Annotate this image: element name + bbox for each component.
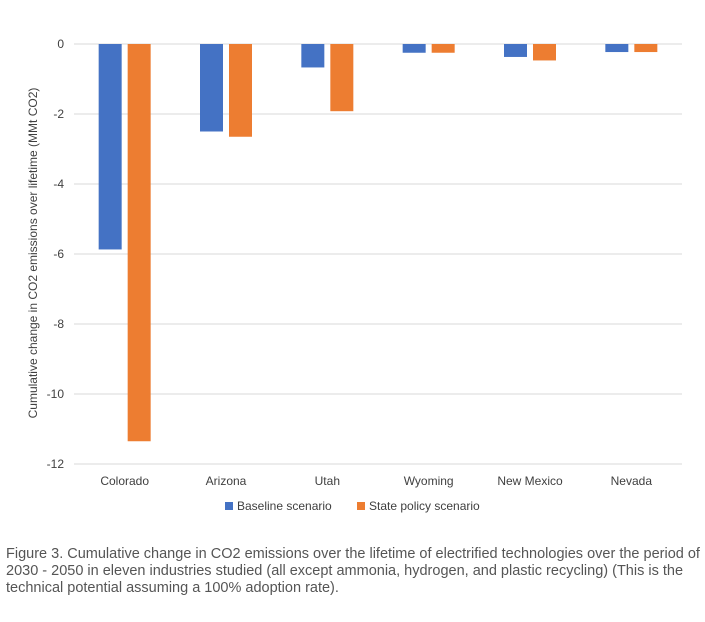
y-tick-label: -8: [53, 317, 64, 331]
bars: [98, 44, 658, 442]
y-tick-label: -4: [53, 177, 64, 191]
x-tick-label: Wyoming: [404, 474, 454, 488]
x-tick-label: Arizona: [206, 474, 247, 488]
bar-baseline-wyoming: [402, 44, 426, 53]
gridlines: [74, 43, 682, 465]
y-axis-label: Cumulative change in CO2 emissions over …: [26, 88, 40, 419]
bar-state-policy-nevada: [634, 44, 658, 53]
legend-swatch: [357, 502, 365, 510]
x-tick-label: Utah: [315, 474, 340, 488]
y-tick-label: 0: [57, 37, 64, 51]
y-tick-label: -10: [47, 387, 65, 401]
x-tick-label: Nevada: [611, 474, 653, 488]
x-tick-label: New Mexico: [497, 474, 563, 488]
bar-state-policy-arizona: [229, 44, 252, 137]
bar-state-policy-wyoming: [431, 44, 455, 53]
bar-state-policy-new-mexico: [533, 44, 556, 61]
y-tick-label: -2: [53, 107, 64, 121]
figure-caption: Figure 3. Cumulative change in CO2 emiss…: [6, 546, 700, 596]
x-axis-ticks: Colorado Arizona Utah Wyoming New Mexico Neva…: [100, 474, 652, 488]
bar-chart: 0 -2 -4 -6 -8 -10 -12 Colorado Arizona Utah Wyomi…: [26, 37, 682, 513]
bar-baseline-colorado: [98, 44, 122, 250]
x-tick-label: Colorado: [100, 474, 149, 488]
bar-state-policy-utah: [330, 44, 354, 112]
legend-swatch: [225, 502, 233, 510]
y-tick-label: -12: [47, 457, 65, 471]
bar-state-policy-colorado: [127, 44, 151, 442]
legend: Baseline scenario State policy scenario: [225, 499, 480, 513]
legend-label: State policy scenario: [369, 499, 480, 513]
bar-baseline-utah: [301, 44, 325, 68]
bar-baseline-nevada: [605, 44, 629, 53]
y-axis-ticks: 0 -2 -4 -6 -8 -10 -12: [47, 37, 65, 471]
legend-label: Baseline scenario: [237, 499, 332, 513]
y-tick-label: -6: [53, 247, 64, 261]
bar-baseline-new-mexico: [504, 44, 527, 57]
bar-baseline-arizona: [200, 44, 223, 132]
